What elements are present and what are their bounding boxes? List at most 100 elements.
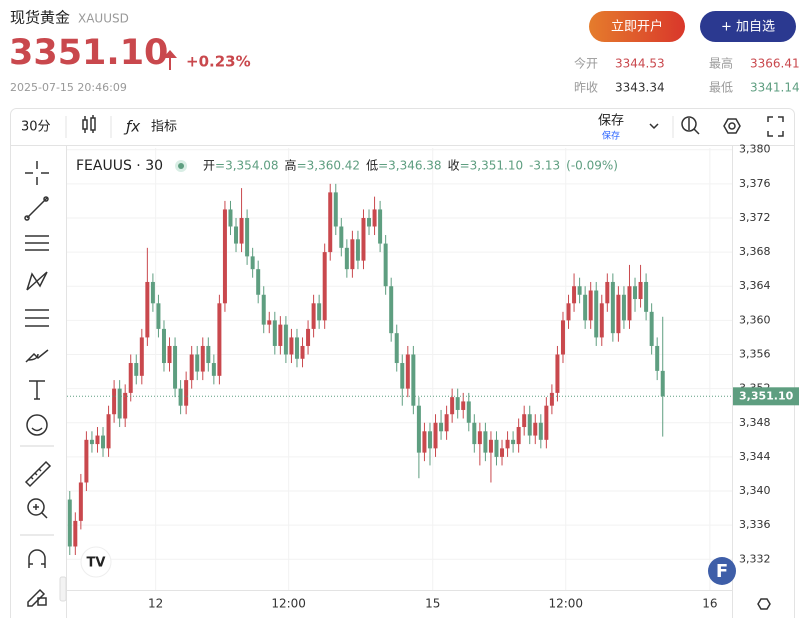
y-tick-label: 3,336: [739, 518, 771, 531]
candle-body: [549, 392, 554, 406]
y-tick-label: 3,372: [739, 211, 771, 224]
candle-body: [283, 324, 288, 355]
button-label[interactable]: + 加自选: [721, 20, 775, 35]
save-sub[interactable]: 保存: [602, 130, 620, 142]
save[interactable]: 保存: [598, 114, 624, 129]
candle-body: [400, 363, 405, 389]
candle-body: [211, 363, 216, 376]
candle-body: [560, 320, 565, 355]
candle-body: [178, 388, 183, 406]
chevron[interactable]: [649, 123, 659, 130]
candle-body: [621, 294, 626, 321]
candle-body: [245, 217, 250, 257]
legend-label: 开: [203, 159, 215, 173]
chart-panel: [10, 108, 795, 622]
axis-settings-icon[interactable]: [757, 598, 771, 610]
up-arrow: [163, 50, 177, 70]
y-tick-label: 3,340: [739, 484, 771, 497]
button-label[interactable]: 立即开户: [611, 19, 663, 35]
candle-body: [67, 499, 72, 547]
candle-body: [73, 520, 78, 547]
x-tick-label: 12:00: [271, 597, 306, 611]
instrument-name: 现货黄金: [10, 9, 70, 27]
candle-body: [150, 281, 155, 304]
candle-body: [200, 345, 205, 372]
candle-body: [333, 192, 338, 227]
stat-value: 3343.34: [615, 81, 665, 95]
candle-body: [167, 345, 172, 364]
candle-body: [538, 422, 543, 440]
candle-body: [522, 414, 527, 428]
candle-body: [228, 209, 233, 227]
legend-label: 收: [448, 159, 460, 173]
candle-body: [638, 281, 643, 300]
candle-body: [294, 337, 299, 359]
candle-body: [195, 354, 200, 372]
candle-body: [123, 392, 128, 419]
candle-body: [389, 286, 394, 334]
candle-body: [466, 401, 471, 423]
legend-value: =3,351.10: [460, 159, 524, 173]
zoom-icon[interactable]: [681, 116, 700, 135]
candle-body: [488, 439, 493, 453]
x-tick-label: 15: [425, 597, 440, 611]
candle-body: [627, 286, 632, 321]
candle-body: [344, 247, 349, 270]
svg-text:TV: TV: [87, 556, 106, 571]
candle-body: [439, 422, 444, 432]
candle-body: [311, 303, 316, 329]
candle-body: [411, 354, 416, 406]
candle-body: [278, 324, 283, 346]
candle-body: [655, 345, 660, 371]
candle-body: [156, 303, 161, 329]
y-tick-label: 3,348: [739, 416, 771, 429]
tv-logo: TV: [80, 546, 112, 578]
svg-text:F: F: [716, 561, 728, 582]
candle-body: [572, 286, 577, 304]
indicators[interactable]: 指标: [151, 120, 177, 135]
candle-body: [267, 320, 272, 325]
candle-body: [605, 281, 610, 304]
candle-body: [306, 328, 311, 346]
collapse-handle[interactable]: [59, 576, 67, 602]
candle-body: [239, 217, 244, 244]
fx-icon[interactable]: ƒx: [123, 118, 140, 136]
candle-body: [472, 422, 477, 445]
candle-body: [361, 217, 366, 261]
candle-body: [261, 294, 266, 325]
y-tick-label: 3,368: [739, 245, 771, 258]
legend-value: -3.13: [529, 159, 560, 173]
candle-body: [328, 192, 333, 253]
stat-label: 最低: [709, 81, 733, 95]
candle-type-icon[interactable]: [82, 115, 96, 133]
candle-body: [350, 239, 355, 270]
drawing-tools[interactable]: [20, 161, 54, 607]
fullscreen-icon[interactable]: [767, 116, 784, 137]
candle-body: [78, 482, 83, 521]
legend-value: =3,346.38: [378, 159, 442, 173]
candle-body: [189, 354, 194, 381]
open-account-button[interactable]: [589, 11, 685, 42]
y-tick-label: 3,360: [739, 313, 771, 326]
interval[interactable]: 30分: [21, 120, 51, 135]
candle-body: [256, 269, 261, 295]
candle-body: [134, 363, 139, 376]
candle-body: [427, 431, 432, 449]
watchlist-button[interactable]: [700, 11, 796, 42]
candle-body: [184, 380, 189, 406]
settings-icon[interactable]: [723, 118, 741, 134]
stat-label: 最高: [709, 56, 733, 71]
candle-body: [450, 397, 455, 415]
legend-label: 低: [366, 159, 378, 173]
f-logo: F: [708, 557, 736, 585]
candle-body: [660, 370, 665, 397]
candle-body: [633, 286, 638, 300]
x-tick-label: 12: [148, 597, 163, 611]
candle-body: [355, 239, 360, 261]
candle-body: [483, 431, 488, 453]
y-tick-label: 3,380: [739, 143, 771, 156]
y-tick-label: 3,356: [739, 347, 771, 360]
candle-body: [405, 354, 410, 389]
candle-body: [644, 281, 649, 312]
